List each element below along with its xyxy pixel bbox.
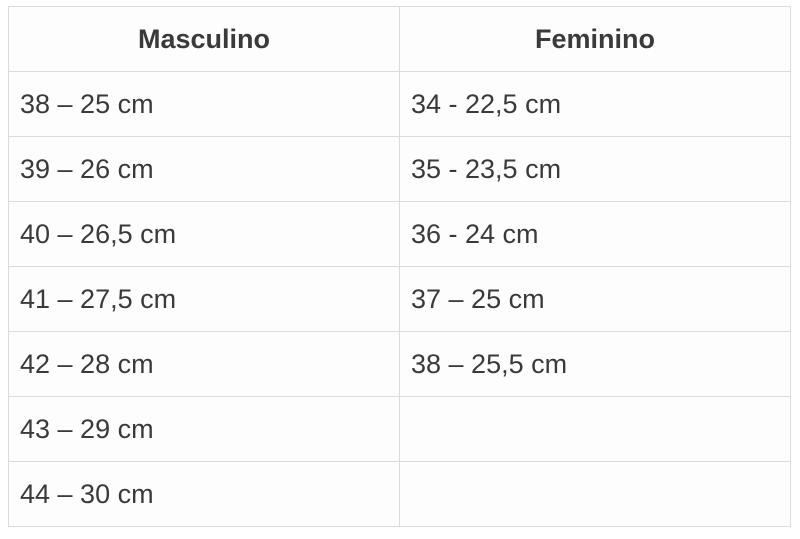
cell-masculino: 43 – 29 cm [8,396,400,462]
table-row: 38 – 25 cm 34 - 22,5 cm [8,71,791,137]
header-row: Masculino Feminino [8,6,791,72]
cell-feminino [399,396,791,462]
header-masculino: Masculino [8,6,400,72]
cell-feminino: 35 - 23,5 cm [399,136,791,202]
cell-masculino: 39 – 26 cm [8,136,400,202]
table-row: 43 – 29 cm [8,396,791,462]
cell-masculino: 38 – 25 cm [8,71,400,137]
cell-feminino: 38 – 25,5 cm [399,331,791,397]
cell-feminino: 37 – 25 cm [399,266,791,332]
table-row: 44 – 30 cm [8,461,791,527]
table-row: 40 – 26,5 cm 36 - 24 cm [8,201,791,267]
header-feminino: Feminino [399,6,791,72]
size-table: Masculino Feminino 38 – 25 cm 34 - 22,5 c… [8,6,791,527]
cell-feminino [399,461,791,527]
cell-masculino: 44 – 30 cm [8,461,400,527]
cell-masculino: 40 – 26,5 cm [8,201,400,267]
table-row: 42 – 28 cm 38 – 25,5 cm [8,331,791,397]
table-row: 39 – 26 cm 35 - 23,5 cm [8,136,791,202]
cell-masculino: 42 – 28 cm [8,331,400,397]
cell-feminino: 36 - 24 cm [399,201,791,267]
table-row: 41 – 27,5 cm 37 – 25 cm [8,266,791,332]
cell-feminino: 34 - 22,5 cm [399,71,791,137]
cell-masculino: 41 – 27,5 cm [8,266,400,332]
